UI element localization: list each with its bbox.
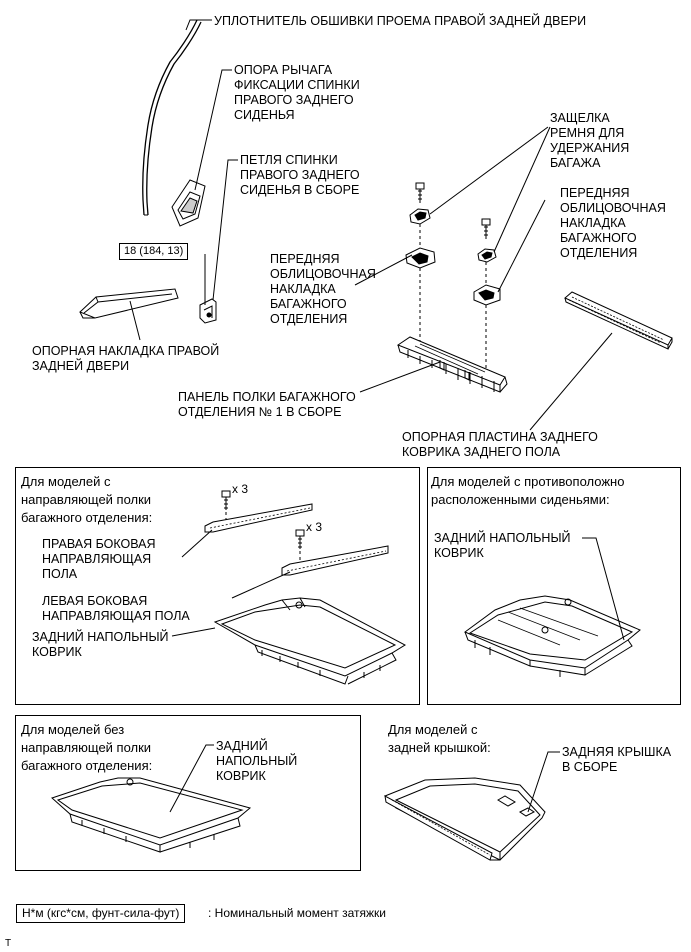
- tonneau-leader: [527, 751, 560, 813]
- screw-bottom-drawing: [295, 529, 305, 549]
- panel3-mat-leader: [169, 744, 214, 813]
- label-panel3-rear-mat: ЗАДНИЙ НАПОЛЬНЫЙ КОВРИК: [216, 739, 298, 783]
- label-front-trim-right: ПЕРЕДНЯЯ ОБЛИЦОВОЧНАЯ НАКЛАДКА БАГАЖНОГО…: [560, 186, 666, 260]
- right-guide-leader: [181, 529, 213, 558]
- label-door-opening-seal: УПЛОТНИТЕЛЬ ОБШИВКИ ПРОЕМА ПРАВОЙ ЗАДНЕЙ…: [214, 14, 587, 28]
- label-seatback-hinge: ПЕТЛЯ СПИНКИ ПРАВОГО ЗАДНЕГО СИДЕНЬЯ В С…: [240, 153, 360, 197]
- left-guide-leader: [231, 571, 291, 599]
- mat-support-plate-drawing: [564, 291, 673, 350]
- right-floor-guide-drawing: [204, 503, 313, 533]
- label-lock-lever-support: ОПОРА РЫЧАГА ФИКСАЦИИ СПИНКИ ПРАВОГО ЗАД…: [234, 63, 360, 122]
- door-opening-seal-drawing: [142, 19, 202, 216]
- label-rear-door-scuff: ОПОРНАЯ НАКЛАДКА ПРАВОЙ ЗАДНЕЙ ДВЕРИ: [32, 344, 220, 373]
- door-seal-leader: [185, 19, 212, 31]
- belt-latch-right-drawing: [477, 218, 497, 263]
- panel4-heading: Для моделей с задней крышкой:: [388, 722, 491, 755]
- label-front-trim-left: ПЕРЕДНЯЯ ОБЛИЦОВОЧНАЯ НАКЛАДКА БАГАЖНОГО…: [270, 252, 376, 326]
- label-mat-support-plate: ОПОРНАЯ ПЛАСТИНА ЗАДНЕГО КОВРИКА ЗАДНЕГО…: [402, 430, 598, 459]
- hinge-leader: [212, 159, 238, 301]
- panel2-heading: Для моделей с противоположно расположенн…: [431, 474, 625, 507]
- panel-without-shelf-guide: [15, 715, 361, 871]
- lock-lever-leader: [194, 69, 232, 191]
- torque-spec-box: 18 (184, 13): [119, 243, 189, 260]
- panel2-mat-leader: [582, 537, 625, 641]
- panel-with-shelf-guide: [15, 467, 420, 705]
- belt-latch-left-drawing: [409, 182, 431, 225]
- rear-floor-mat-noguide-drawing: [51, 777, 252, 853]
- support-plate-leader: [529, 332, 613, 431]
- lock-lever-support-drawing: [171, 179, 206, 227]
- rear-door-scuff-drawing: [79, 288, 179, 319]
- screw-top-drawing: [221, 490, 231, 510]
- tonneau-cover-drawing: [384, 777, 546, 861]
- rear-floor-mat-guide-drawing: [213, 597, 407, 685]
- front-trim-right-drawing: [473, 284, 501, 306]
- trim-left-leader: [354, 254, 413, 286]
- left-floor-guide-drawing: [281, 545, 389, 576]
- front-trim-left-drawing: [405, 247, 436, 269]
- panel3-heading: Для моделей без направляющей полки багаж…: [21, 722, 153, 773]
- shelf-panel-drawing: [396, 336, 508, 393]
- trim-right-leader: [497, 199, 546, 293]
- label-panel1-rear-mat: ЗАДНИЙ НАПОЛЬНЫЙ КОВРИК: [32, 630, 169, 659]
- multiplier-top: x 3: [232, 482, 249, 496]
- label-left-floor-guide: ЛЕВАЯ БОКОВАЯ НАПРАВЛЯЮЩАЯ ПОЛА: [42, 594, 190, 623]
- seatback-hinge-drawing: [199, 298, 217, 324]
- label-tonneau-cover: ЗАДНЯЯ КРЫШКА В СБОРЕ: [562, 745, 672, 774]
- label-shelf-panel: ПАНЕЛЬ ПОЛКИ БАГАЖНОГО ОТДЕЛЕНИЯ № 1 В С…: [178, 390, 356, 419]
- legend-torque-meaning: : Номинальный момент затяжки: [208, 906, 386, 920]
- panel1-mat-leader: [171, 627, 216, 637]
- panel1-heading: Для моделей с направляющей полки багажно…: [21, 474, 153, 525]
- scuff-leader: [129, 300, 141, 341]
- footer-mark: T: [5, 938, 12, 949]
- legend-torque-unit: Н*м (кгс*см, фунт-сила-фут): [16, 904, 186, 923]
- latch-leader-a: [429, 126, 549, 215]
- shelf-panel-leader: [359, 361, 441, 393]
- label-luggage-belt-latch: ЗАЩЕЛКА РЕМНЯ ДЛЯ УДЕРЖАНИЯ БАГАЖА: [550, 111, 630, 170]
- label-panel2-rear-mat: ЗАДНИЙ НАПОЛЬНЫЙ КОВРИК: [434, 531, 571, 560]
- multiplier-bottom: x 3: [306, 520, 323, 534]
- rear-floor-mat-opposite-drawing: [463, 595, 641, 677]
- label-right-floor-guide: ПРАВАЯ БОКОВАЯ НАПРАВЛЯЮЩАЯ ПОЛА: [42, 537, 156, 581]
- panel-opposite-seats: [427, 467, 681, 705]
- latch-leader-b: [493, 126, 551, 253]
